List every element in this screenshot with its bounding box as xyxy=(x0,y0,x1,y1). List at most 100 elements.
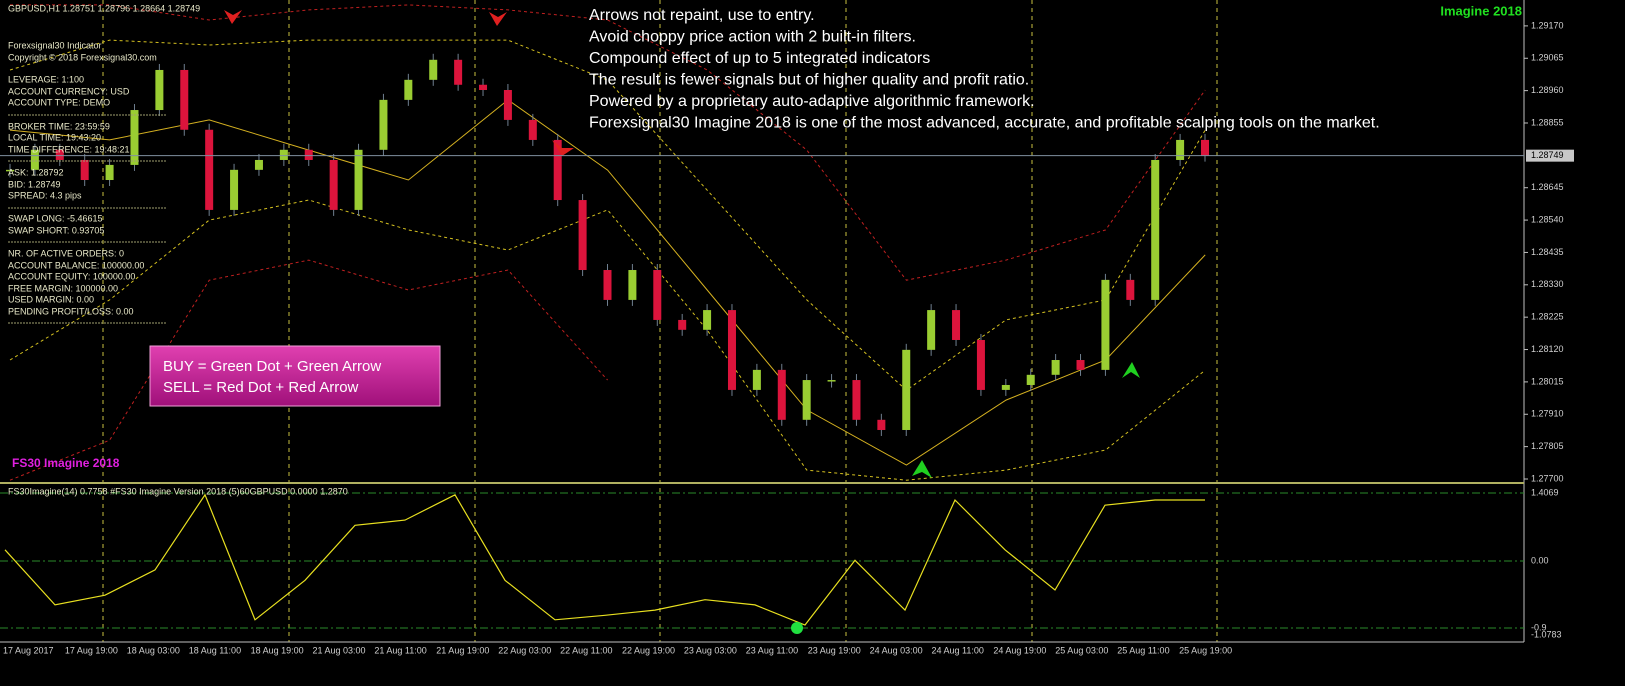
y-tick-label: 1.28330 xyxy=(1531,279,1564,289)
buy-arrow xyxy=(912,460,932,478)
candle xyxy=(180,69,189,130)
candle xyxy=(80,159,89,181)
oscillator-axis-label: 1.4069 xyxy=(1531,487,1559,497)
candle xyxy=(230,169,239,210)
band-line xyxy=(9,99,1206,466)
candle xyxy=(976,339,985,390)
info-panel: Forexsignal30 Indicator Copyright © 2018 … xyxy=(8,40,166,324)
y-tick-label: 1.28960 xyxy=(1531,85,1564,95)
x-tick-label: 23 Aug 19:00 xyxy=(808,645,861,655)
candle xyxy=(55,149,64,160)
candle xyxy=(777,369,786,420)
info-line: Forexsignal30 Indicator xyxy=(8,40,102,50)
y-tick-label: 1.27700 xyxy=(1531,473,1564,483)
info-line: NR. OF ACTIVE ORDERS: 0 xyxy=(8,248,124,258)
marketing-line: Avoid choppy price action with 2 built-i… xyxy=(589,29,916,46)
candle xyxy=(1151,159,1160,300)
y-tick-label: 1.27805 xyxy=(1531,441,1564,451)
candle xyxy=(1026,374,1035,385)
y-tick-label: 1.28015 xyxy=(1531,376,1564,386)
candle xyxy=(578,200,587,271)
candle xyxy=(827,380,836,382)
info-line: BID: 1.28749 xyxy=(8,179,61,189)
oscillator-axis-label: 0.00 xyxy=(1531,555,1549,565)
candle xyxy=(105,164,114,181)
candle xyxy=(379,99,388,150)
marketing-line: The result is fewer signals but of highe… xyxy=(589,72,1029,89)
x-tick-label: 18 Aug 19:00 xyxy=(251,645,304,655)
candle xyxy=(1126,279,1135,300)
y-tick-label: 1.27910 xyxy=(1531,409,1564,419)
candle xyxy=(628,270,637,300)
info-line: BROKER TIME: 23:59:59 xyxy=(8,121,110,131)
y-tick-label: 1.29065 xyxy=(1531,53,1564,63)
candle xyxy=(254,159,263,170)
candle xyxy=(902,349,911,430)
bands xyxy=(9,4,1206,481)
oscillator-axis-label: -1.0783 xyxy=(1531,629,1562,639)
candle xyxy=(952,310,961,340)
info-line: ACCOUNT CURRENCY: USD xyxy=(8,86,130,96)
info-line: Copyright © 2018 Forexsignal30.com xyxy=(8,52,157,62)
x-tick-label: 21 Aug 03:00 xyxy=(313,645,366,655)
oscillator xyxy=(4,493,1205,626)
x-tick-label: 25 Aug 11:00 xyxy=(1117,645,1169,655)
buy-arrow xyxy=(1122,362,1140,378)
info-line: SWAP SHORT: 0.93705 xyxy=(8,225,104,235)
current-price-label: 1.28749 xyxy=(1531,150,1564,160)
candle xyxy=(30,149,39,170)
current-price-box xyxy=(1526,149,1574,162)
info-line: FREE MARGIN: 100000.00 xyxy=(8,283,118,293)
candle xyxy=(454,59,463,85)
info-line: TIME DIFFERENCE: 19:48:21 xyxy=(8,144,130,154)
x-tick-label: 24 Aug 11:00 xyxy=(932,645,984,655)
candle xyxy=(877,419,886,430)
info-line: ASK: 1.28792 xyxy=(8,167,64,177)
marketing-line: Forexsignal30 Imagine 2018 is one of the… xyxy=(589,115,1380,132)
candle xyxy=(703,310,712,330)
info-line: ACCOUNT EQUITY: 100000.00 xyxy=(8,271,135,281)
sell-rule: SELL = Red Dot + Red Arrow xyxy=(163,379,359,396)
x-tick-label: 24 Aug 19:00 xyxy=(993,645,1046,655)
y-tick-label: 1.28540 xyxy=(1531,214,1564,224)
y-tick-label: 1.28435 xyxy=(1531,247,1564,257)
candle xyxy=(1051,360,1060,375)
candle xyxy=(304,149,313,160)
marketing: Arrows not repaint, use to entry. Avoid c… xyxy=(589,7,1380,132)
candle xyxy=(1201,139,1209,156)
brand: Imagine 2018 xyxy=(1440,3,1522,18)
axes: 1.29170 1.29065 1.28960 1.28855 1.28645 1.285… xyxy=(0,20,1574,655)
candle xyxy=(329,159,338,210)
band-line xyxy=(9,259,608,481)
candle xyxy=(528,119,537,140)
candle xyxy=(752,369,761,390)
footer-brand: FS30 Imagine 2018 xyxy=(12,456,120,470)
marketing-line: Powered by a proprietary auto-adaptive a… xyxy=(589,93,1035,110)
legend-box xyxy=(149,345,441,407)
candle xyxy=(1001,384,1010,390)
marketing-line: Arrows not repaint, use to entry. xyxy=(589,7,815,24)
info-line: PENDING PROFIT/LOSS: 0.00 xyxy=(8,306,134,316)
x-tick-label: 25 Aug 03:00 xyxy=(1055,645,1108,655)
candle xyxy=(927,310,936,350)
buy-dot xyxy=(791,622,803,634)
x-tick-label: 23 Aug 11:00 xyxy=(746,645,798,655)
x-tick-label: 23 Aug 03:00 xyxy=(684,645,737,655)
symbol-line: GBPUSD,H1 1.28751 1.28796 1.28664 1.2874… xyxy=(8,3,200,13)
info-line: LEVERAGE: 1:100 xyxy=(8,74,84,84)
candle xyxy=(553,139,562,201)
info-line: SPREAD: 4.3 pips xyxy=(8,190,82,200)
x-tick-label: 22 Aug 03:00 xyxy=(498,645,551,655)
x-tick-label: 21 Aug 19:00 xyxy=(436,645,489,655)
x-tick-label: 24 Aug 03:00 xyxy=(870,645,923,655)
oscillator-levels xyxy=(0,492,1524,629)
x-tick-label: 25 Aug 19:00 xyxy=(1179,645,1232,655)
candle xyxy=(205,129,214,210)
candle xyxy=(503,90,512,120)
info-line: SWAP LONG: -5.46615 xyxy=(8,213,103,223)
candle xyxy=(1076,360,1085,370)
y-tick-label: 1.28225 xyxy=(1531,312,1564,322)
x-tick-label: 22 Aug 19:00 xyxy=(622,645,675,655)
signal-arrows xyxy=(224,10,1140,478)
sell-arrow xyxy=(552,140,574,156)
